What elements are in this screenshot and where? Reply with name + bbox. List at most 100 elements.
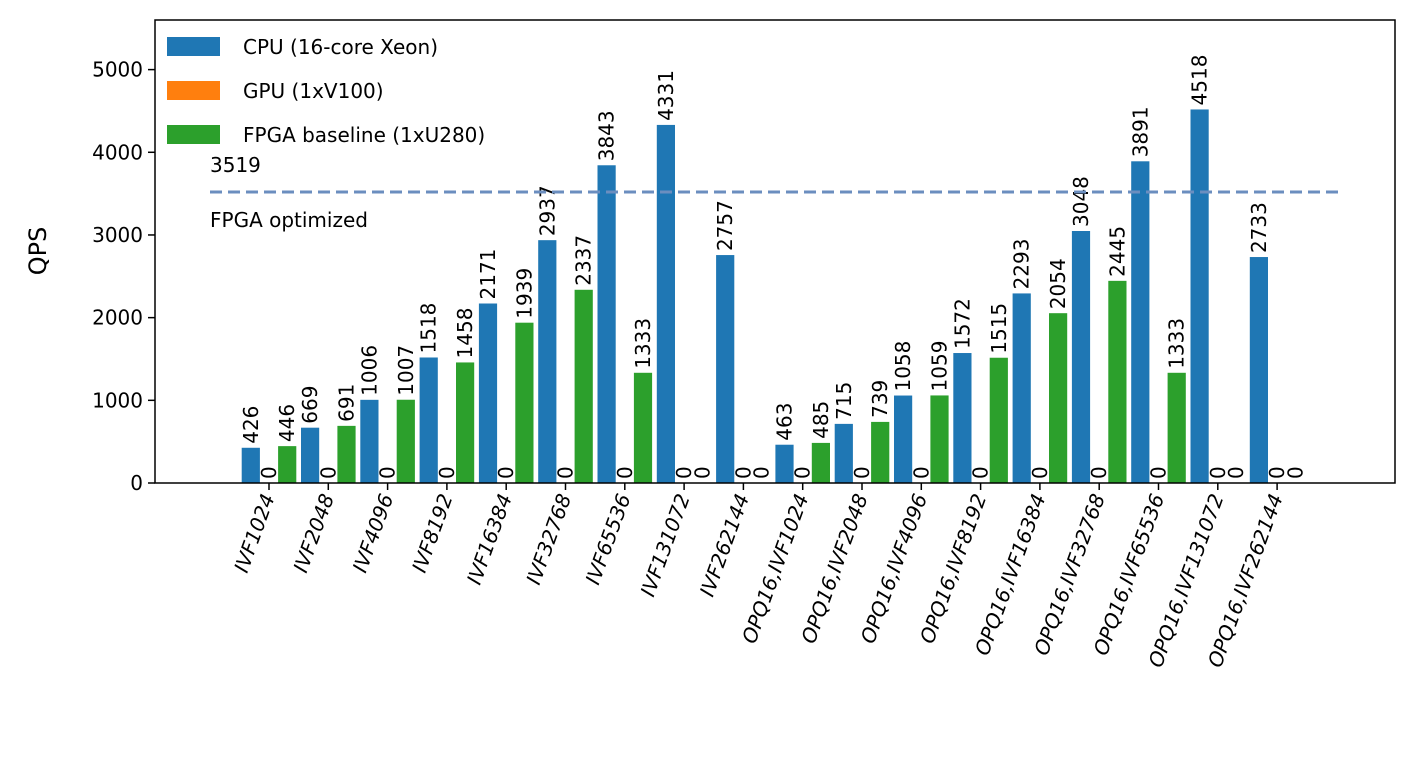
legend-label-s2: FPGA baseline (1xU280) — [243, 123, 485, 147]
bar-opq16-ivf65536-s2 — [1167, 372, 1186, 483]
bar-value-opq16-ivf8192-s0: 1572 — [950, 298, 974, 349]
bar-ivf8192-s2 — [456, 362, 475, 483]
bar-ivf32768-s0 — [538, 240, 557, 483]
bar-value-ivf16384-s2: 1939 — [512, 268, 536, 319]
bar-value-opq16-ivf1024-s2: 485 — [809, 401, 833, 439]
bar-value-ivf1024-s2: 446 — [275, 404, 299, 442]
bar-value-ivf4096-s2: 1007 — [394, 345, 418, 396]
x-tick-label-ivf262144: IVF262144 — [695, 491, 754, 600]
y-tick-label-5000: 5000 — [92, 58, 143, 82]
bar-value-opq16-ivf65536-s0: 3891 — [1128, 106, 1152, 157]
bar-value-ivf65536-s2: 1333 — [631, 318, 655, 369]
bar-value-opq16-ivf32768-s2: 2445 — [1105, 226, 1129, 277]
bar-value-opq16-ivf1024-s1: 0 — [791, 466, 815, 479]
bar-ivf4096-s2 — [396, 399, 415, 483]
bar-ivf1024-s2 — [278, 446, 297, 483]
bar-value-ivf2048-s2: 691 — [335, 384, 359, 422]
bar-opq16-ivf4096-s2 — [930, 395, 949, 483]
bar-value-ivf4096-s0: 1006 — [357, 345, 381, 396]
bar-ivf2048-s0 — [301, 427, 320, 483]
bar-value-opq16-ivf4096-s0: 1058 — [891, 341, 915, 392]
bar-opq16-ivf65536-s0 — [1131, 161, 1150, 484]
bar-value-opq16-ivf131072-s1: 0 — [1206, 466, 1230, 479]
bar-value-opq16-ivf16384-s0: 2293 — [1010, 239, 1034, 290]
bar-ivf65536-s0 — [597, 165, 616, 483]
bar-opq16-ivf1024-s0 — [775, 444, 794, 483]
bar-value-ivf8192-s0: 1518 — [417, 303, 441, 354]
y-tick-label-3000: 3000 — [92, 223, 143, 247]
bar-value-ivf2048-s0: 669 — [298, 386, 322, 424]
bar-value-opq16-ivf65536-s2: 1333 — [1165, 318, 1189, 369]
bar-value-opq16-ivf2048-s2: 739 — [868, 380, 892, 418]
fpga-optimized-value: 3519 — [210, 153, 261, 177]
y-axis-label: QPS — [24, 227, 52, 276]
bar-opq16-ivf8192-s0 — [953, 353, 972, 483]
bar-value-opq16-ivf262144-s0: 2733 — [1247, 202, 1271, 253]
bar-opq16-ivf1024-s2 — [811, 442, 830, 483]
bar-value-ivf131072-s2: 0 — [690, 466, 714, 479]
bar-ivf65536-s2 — [633, 372, 653, 483]
bar-value-ivf131072-s1: 0 — [672, 466, 696, 479]
x-tick-label-ivf2048: IVF2048 — [288, 491, 339, 576]
bar-opq16-ivf4096-s0 — [894, 395, 913, 483]
bar-opq16-ivf8192-s2 — [989, 357, 1008, 483]
bar-value-ivf65536-s0: 3843 — [595, 110, 619, 161]
bar-value-ivf4096-s1: 0 — [376, 466, 400, 479]
bar-ivf262144-s0 — [716, 255, 735, 483]
bar-value-ivf1024-s1: 0 — [257, 466, 281, 479]
bar-ivf8192-s0 — [419, 357, 438, 483]
bar-value-ivf32768-s1: 0 — [554, 466, 578, 479]
bar-value-opq16-ivf262144-s2: 0 — [1283, 466, 1307, 479]
bar-opq16-ivf2048-s0 — [834, 423, 853, 483]
bar-ivf131072-s0 — [656, 124, 675, 484]
bar-ivf2048-s2 — [337, 425, 356, 483]
reference-line-group: 3519 FPGA optimized — [210, 153, 1338, 232]
x-tick-label-ivf32768: IVF32768 — [521, 491, 576, 588]
bar-opq16-ivf16384-s2 — [1049, 313, 1068, 483]
bars-layer — [241, 109, 1268, 484]
y-tick-label-1000: 1000 — [92, 388, 143, 412]
bar-ivf4096-s0 — [360, 399, 379, 483]
bar-value-opq16-ivf8192-s2: 1515 — [987, 303, 1011, 354]
x-tick-label-ivf1024: IVF1024 — [229, 491, 280, 576]
legend-swatch-s2 — [167, 125, 220, 144]
bar-opq16-ivf131072-s0 — [1190, 109, 1209, 484]
x-tick-label-ivf8192: IVF8192 — [407, 491, 458, 576]
bar-opq16-ivf32768-s2 — [1108, 280, 1127, 483]
bar-value-ivf2048-s1: 0 — [316, 466, 340, 479]
bar-value-opq16-ivf131072-s0: 4518 — [1188, 55, 1212, 106]
bar-value-ivf131072-s0: 4331 — [654, 70, 678, 121]
bar-ivf1024-s0 — [241, 447, 260, 483]
bar-value-ivf1024-s0: 426 — [239, 406, 263, 444]
bar-value-ivf8192-s2: 1458 — [453, 308, 477, 359]
y-tick-label-4000: 4000 — [92, 140, 143, 164]
bar-value-opq16-ivf4096-s1: 0 — [909, 466, 933, 479]
legend-swatch-s1 — [167, 81, 220, 100]
bar-opq16-ivf2048-s2 — [871, 421, 890, 483]
bar-value-opq16-ivf4096-s2: 1059 — [928, 341, 952, 392]
bar-value-ivf262144-s1: 0 — [731, 466, 755, 479]
x-tick-label-ivf65536: IVF65536 — [581, 491, 636, 588]
bar-ivf16384-s2 — [515, 322, 534, 483]
bar-ivf32768-s2 — [574, 289, 593, 483]
bar-value-opq16-ivf8192-s1: 0 — [969, 466, 993, 479]
legend: CPU (16-core Xeon) GPU (1xV100) FPGA basel… — [167, 35, 485, 147]
bar-value-ivf32768-s2: 2337 — [572, 235, 596, 286]
bar-value-opq16-ivf16384-s1: 0 — [1028, 466, 1052, 479]
y-tick-label-0: 0 — [130, 471, 143, 495]
bar-opq16-ivf16384-s0 — [1012, 293, 1031, 483]
bar-value-opq16-ivf32768-s1: 0 — [1087, 466, 1111, 479]
bar-ivf16384-s0 — [478, 303, 498, 483]
bar-value-ivf32768-s0: 2937 — [535, 185, 559, 236]
y-tick-label-2000: 2000 — [92, 306, 143, 330]
legend-label-s1: GPU (1xV100) — [243, 79, 384, 103]
bar-opq16-ivf32768-s0 — [1071, 231, 1091, 483]
bar-value-ivf16384-s1: 0 — [494, 466, 518, 479]
bar-value-opq16-ivf1024-s0: 463 — [773, 403, 797, 441]
x-tick-label-ivf16384: IVF16384 — [462, 491, 517, 588]
bar-value-ivf65536-s1: 0 — [613, 466, 637, 479]
bar-value-opq16-ivf32768-s0: 3048 — [1069, 176, 1093, 227]
x-tick-label-ivf4096: IVF4096 — [348, 491, 399, 576]
plot-frame — [154, 19, 1396, 484]
